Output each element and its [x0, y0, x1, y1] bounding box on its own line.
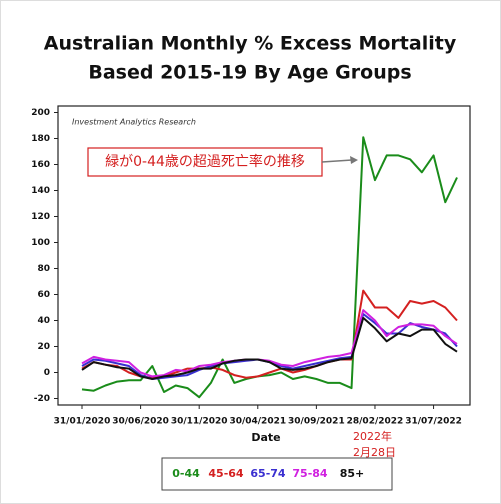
- date-note: 2月28日: [353, 446, 396, 459]
- series-line: [81, 309, 458, 378]
- y-tick-label: 0: [44, 368, 50, 378]
- y-tick-label: 180: [31, 134, 50, 144]
- y-tick-label: -20: [34, 394, 50, 404]
- y-tick-label: 80: [37, 264, 50, 274]
- x-tick-label: 31/07/2022: [405, 417, 462, 427]
- y-tick-label: 100: [31, 238, 50, 248]
- y-tick-label: 60: [37, 290, 50, 300]
- x-tick-label: 28/02/2022: [347, 417, 404, 427]
- chart-title: Australian Monthly % Excess Mortality: [44, 33, 457, 55]
- note-box: [87, 147, 323, 177]
- x-tick-label: 31/01/2020: [54, 417, 111, 427]
- source: Investment Analytics Research: [72, 118, 196, 127]
- y-tick-label: 40: [37, 316, 50, 326]
- series-line: [81, 316, 458, 380]
- x-tick-label: 30/09/2021: [288, 417, 345, 427]
- y-tick-label: 140: [31, 186, 50, 196]
- y-tick-label: 120: [31, 212, 50, 222]
- y-tick-label: 160: [31, 160, 50, 170]
- plot-frame: [57, 105, 471, 406]
- arrow-head: [350, 156, 358, 164]
- x-tick-label: 30/11/2020: [171, 417, 228, 427]
- legend-label: 65-74: [250, 467, 286, 480]
- x-tick-label: 30/04/2021: [229, 417, 286, 427]
- chart-subtitle: Based 2015-19 By Age Groups: [88, 62, 411, 84]
- legend-label: 75-84: [292, 467, 328, 480]
- arrow: [321, 159, 353, 163]
- note: 緑が0-44歳の超過死亡率の推移: [105, 153, 305, 170]
- y-tick-label: 20: [37, 342, 50, 352]
- x-axis-label: Date: [251, 431, 280, 444]
- date-note: 2022年: [353, 429, 392, 443]
- legend-label: 45-64: [208, 467, 244, 480]
- legend-label: 85+: [340, 467, 365, 480]
- y-tick-label: 200: [31, 108, 50, 118]
- legend: [161, 457, 393, 491]
- x-tick-label: 30/06/2020: [112, 417, 169, 427]
- legend-label: 0-44: [172, 467, 200, 480]
